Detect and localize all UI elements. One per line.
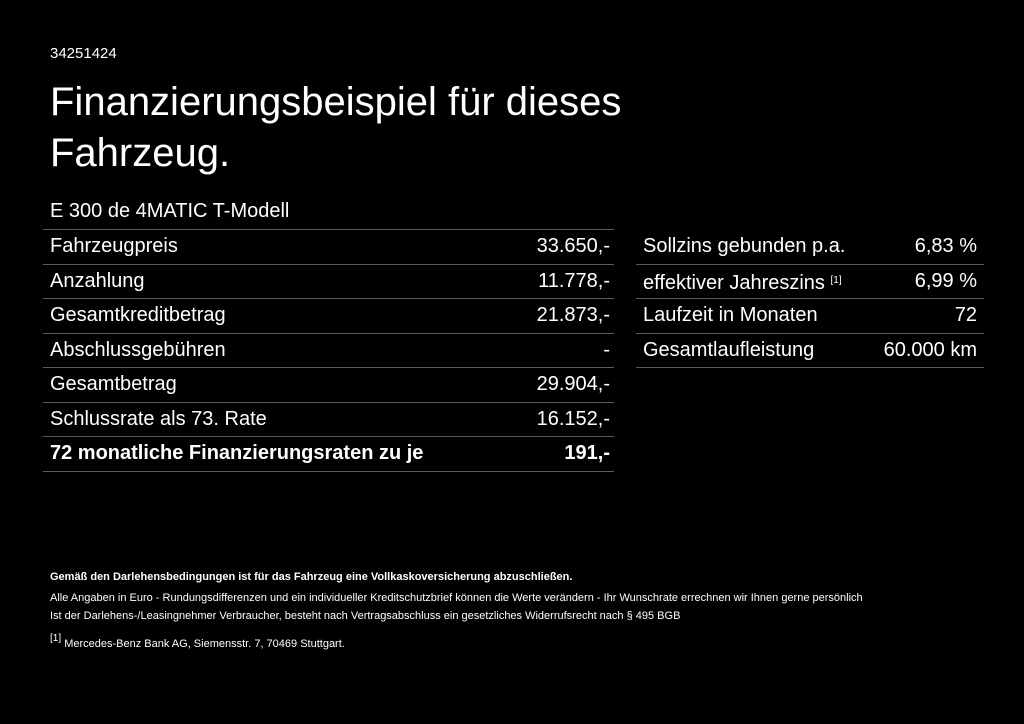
row-label: Sollzins gebunden p.a.	[643, 229, 845, 263]
row-value: 60.000 km	[883, 338, 977, 361]
row-label-text: effektiver Jahreszins	[643, 271, 825, 294]
row-rule	[636, 298, 984, 299]
footnote: [1] Mercedes-Benz Bank AG, Siemensstr. 7…	[50, 633, 345, 650]
footer-note: Gemäß den Darlehensbedingungen ist für d…	[50, 571, 573, 583]
model-name: E 300 de 4MATIC T-Modell	[50, 200, 290, 222]
row-label: Fahrzeugpreis	[50, 235, 178, 257]
row-value: -	[603, 338, 610, 361]
row-rule	[636, 332, 984, 334]
row-value: 11.778,-	[538, 269, 610, 292]
row-label: Gesamtkreditbetrag	[50, 304, 226, 326]
row-rule	[636, 367, 984, 368]
row-label: Schlussrate als 73. Rate	[50, 407, 267, 430]
row-label-text: Laufzeit in Monaten	[643, 304, 818, 326]
row-value: 29.904,-	[536, 373, 610, 395]
row-value: 72	[954, 304, 977, 326]
footnote-text: Mercedes-Benz Bank AG, Siemensstr. 7, 70…	[64, 638, 345, 650]
row-value: 16.152,-	[536, 407, 610, 430]
row-label: Gesamtbetrag	[50, 373, 177, 395]
row-rule	[43, 298, 614, 299]
row-label: Abschlussgebühren	[50, 338, 226, 361]
row-label: Gesamtlaufleistung	[643, 333, 814, 367]
row-rule	[43, 470, 614, 472]
row-value: 6,83 %	[914, 235, 977, 257]
row-rule	[43, 263, 614, 265]
row-value: 6,99 %	[914, 269, 977, 292]
title: Finanzierungsbeispiel für dieses	[50, 80, 622, 124]
row-value: 191,-	[564, 442, 610, 464]
row-rule	[43, 401, 614, 403]
footer-text: Ist der Darlehens-/Leasingnehmer Verbrau…	[50, 610, 681, 622]
footnote-mark: [1]	[50, 633, 62, 644]
row-label-text: Sollzins gebunden p.a.	[643, 235, 846, 257]
row-label-text: Gesamtlaufleistung	[643, 338, 815, 361]
footer-text: Alle Angaben in Euro - Rundungsdifferenz…	[50, 592, 863, 604]
row-label: Anzahlung	[50, 269, 145, 292]
row-label: effektiver Jahreszins [1]	[643, 264, 842, 300]
row-rule	[43, 367, 614, 368]
footnote-mark: [1]	[830, 274, 842, 286]
row-rule	[43, 229, 614, 230]
title: Fahrzeug.	[50, 131, 231, 175]
row-rule	[43, 332, 614, 334]
vehicle-id: 34251424	[50, 45, 117, 62]
row-value: 21.873,-	[536, 304, 610, 326]
row-rule	[43, 436, 614, 437]
row-label: 72 monatliche Finanzierungsraten zu je	[50, 442, 424, 464]
row-rule	[636, 263, 984, 265]
row-label: Laufzeit in Monaten	[643, 298, 818, 332]
row-value: 33.650,-	[536, 235, 610, 257]
